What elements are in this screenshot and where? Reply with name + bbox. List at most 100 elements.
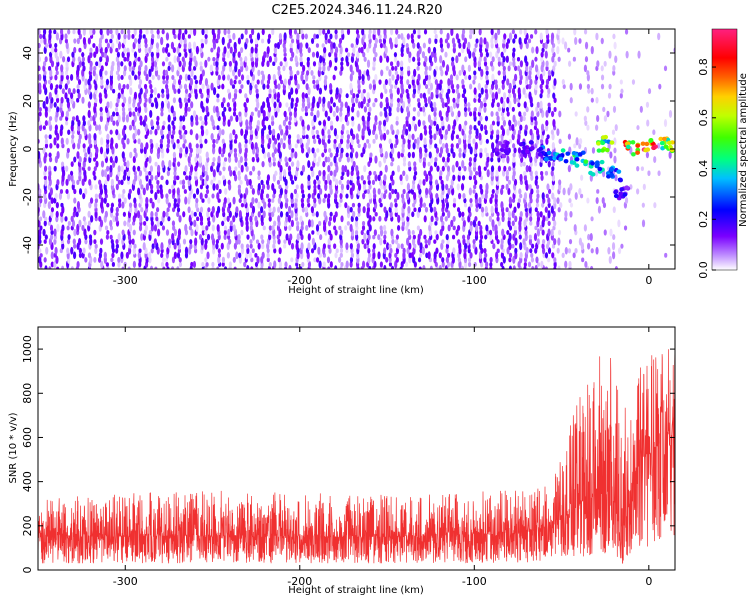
spectrogram-cell [220, 242, 224, 250]
spectrogram-cell [356, 242, 360, 250]
spectrogram-cell [402, 123, 407, 132]
spectrogram-cell [461, 160, 465, 169]
spectrogram-cell [204, 193, 208, 199]
spectrogram-cell [162, 79, 166, 85]
spectrogram-cell [349, 206, 353, 213]
spectrogram-cell [106, 101, 110, 109]
spectrogram-cell [511, 51, 516, 58]
spectrogram-cell [289, 233, 293, 241]
spectrogram-cell [300, 202, 305, 209]
spectrogram-cell [614, 55, 618, 63]
spectrogram-cell [323, 193, 328, 199]
signal-cell [588, 170, 593, 176]
spectrogram-cell [227, 34, 231, 39]
spectrogram-cell [413, 207, 417, 212]
spectrogram-cell [244, 29, 248, 35]
spectrogram-cell [462, 87, 467, 95]
spectrogram-cell [540, 51, 544, 58]
spectrogram-cell [340, 261, 344, 267]
spectrogram-cell [220, 101, 225, 108]
spectrogram-cell [360, 91, 364, 100]
spectrogram-cell [406, 33, 410, 40]
spectrogram-cell [396, 243, 401, 250]
spectrogram-cell [327, 134, 331, 140]
spectrogram-cell [430, 51, 434, 58]
spectrogram-cell [260, 128, 265, 137]
spectrogram-cell [606, 110, 610, 118]
spectrogram-cell [424, 65, 428, 72]
spectrogram-cell [463, 202, 468, 208]
spectrogram-cell [424, 148, 428, 153]
spectrogram-cell [540, 88, 544, 94]
spectrogram-cell [76, 97, 80, 103]
spectrogram-cell [159, 138, 163, 144]
spectrogram-cell [201, 178, 205, 186]
spectrogram-cell [434, 230, 438, 235]
spectrogram-cell [44, 178, 48, 187]
spectrogram-cell [346, 179, 350, 186]
spectrogram-cell [255, 43, 259, 48]
spectrogram-cell [378, 197, 382, 204]
spectrogram-cell [564, 210, 568, 219]
spectrogram-cell [377, 251, 381, 260]
spectrogram-cell [316, 161, 320, 167]
spectrogram-cell [216, 224, 220, 232]
spectrogram-cell [143, 220, 147, 226]
spectrogram-cell [367, 143, 371, 149]
spectrogram-cell [596, 115, 600, 123]
spectrogram-cell [441, 165, 445, 172]
spectrogram-cell [338, 179, 342, 185]
spectrogram-cell [372, 79, 376, 85]
spectrogram-cell [329, 211, 333, 217]
spectrogram-cell [81, 96, 85, 104]
spectrogram-cell [525, 106, 529, 113]
spectrogram-cell [553, 60, 557, 67]
spectrogram-cell [360, 46, 364, 54]
spectrogram-cell [218, 128, 222, 137]
spectrogram-cell [316, 148, 320, 153]
spectrogram-cell [484, 234, 488, 240]
spectrogram-cell [235, 251, 239, 260]
spectrogram-cell [201, 83, 205, 90]
spectrogram-cell [154, 161, 158, 167]
spectrogram-cell [372, 138, 376, 144]
spectrogram-cell [394, 252, 398, 258]
spectrogram-cell [472, 239, 476, 245]
spectrogram-cell [210, 47, 214, 53]
spectrogram-cell [405, 174, 409, 182]
spectrogram-cell [529, 248, 533, 254]
spectrogram-cell [645, 101, 650, 108]
colorbar-label: Normalized spectral amplitude [738, 73, 749, 227]
spectrogram-cell [346, 221, 350, 226]
spectrogram-cell [100, 65, 104, 72]
signal-cell [537, 152, 543, 157]
spectrogram-cell [479, 238, 483, 245]
spectrogram-cell [590, 87, 594, 95]
spectrogram-cell [120, 87, 124, 95]
spectrogram-cell [427, 74, 432, 81]
spectrogram-cell [176, 142, 181, 149]
spectrogram-cell [170, 266, 175, 269]
spectrogram-cell [120, 29, 124, 35]
spectrogram-cell [55, 65, 59, 72]
spectrogram-cell [322, 119, 327, 127]
spectrogram-cell [468, 111, 473, 117]
spectrogram-cell [78, 188, 83, 195]
spectrogram-cell [434, 37, 438, 45]
spectrogram-cell [609, 228, 613, 237]
spectrogram-cell [265, 115, 269, 122]
spectrogram-cell [243, 261, 247, 268]
spectrogram-cell [139, 60, 143, 68]
spectrogram-cell [455, 115, 459, 122]
spectrogram-cell [231, 97, 236, 103]
spectrogram-cell [67, 29, 71, 35]
spectrogram-cell [205, 225, 209, 231]
spectrogram-cell [379, 42, 384, 49]
y-tick-label: 40 [21, 46, 34, 60]
spectrogram-cell [60, 202, 64, 208]
spectrogram-cell [530, 252, 534, 258]
spectrogram-cell [366, 139, 370, 144]
spectrogram-cell [166, 43, 170, 48]
spectrogram-cell [508, 93, 512, 99]
spectrogram-cell [400, 60, 404, 68]
